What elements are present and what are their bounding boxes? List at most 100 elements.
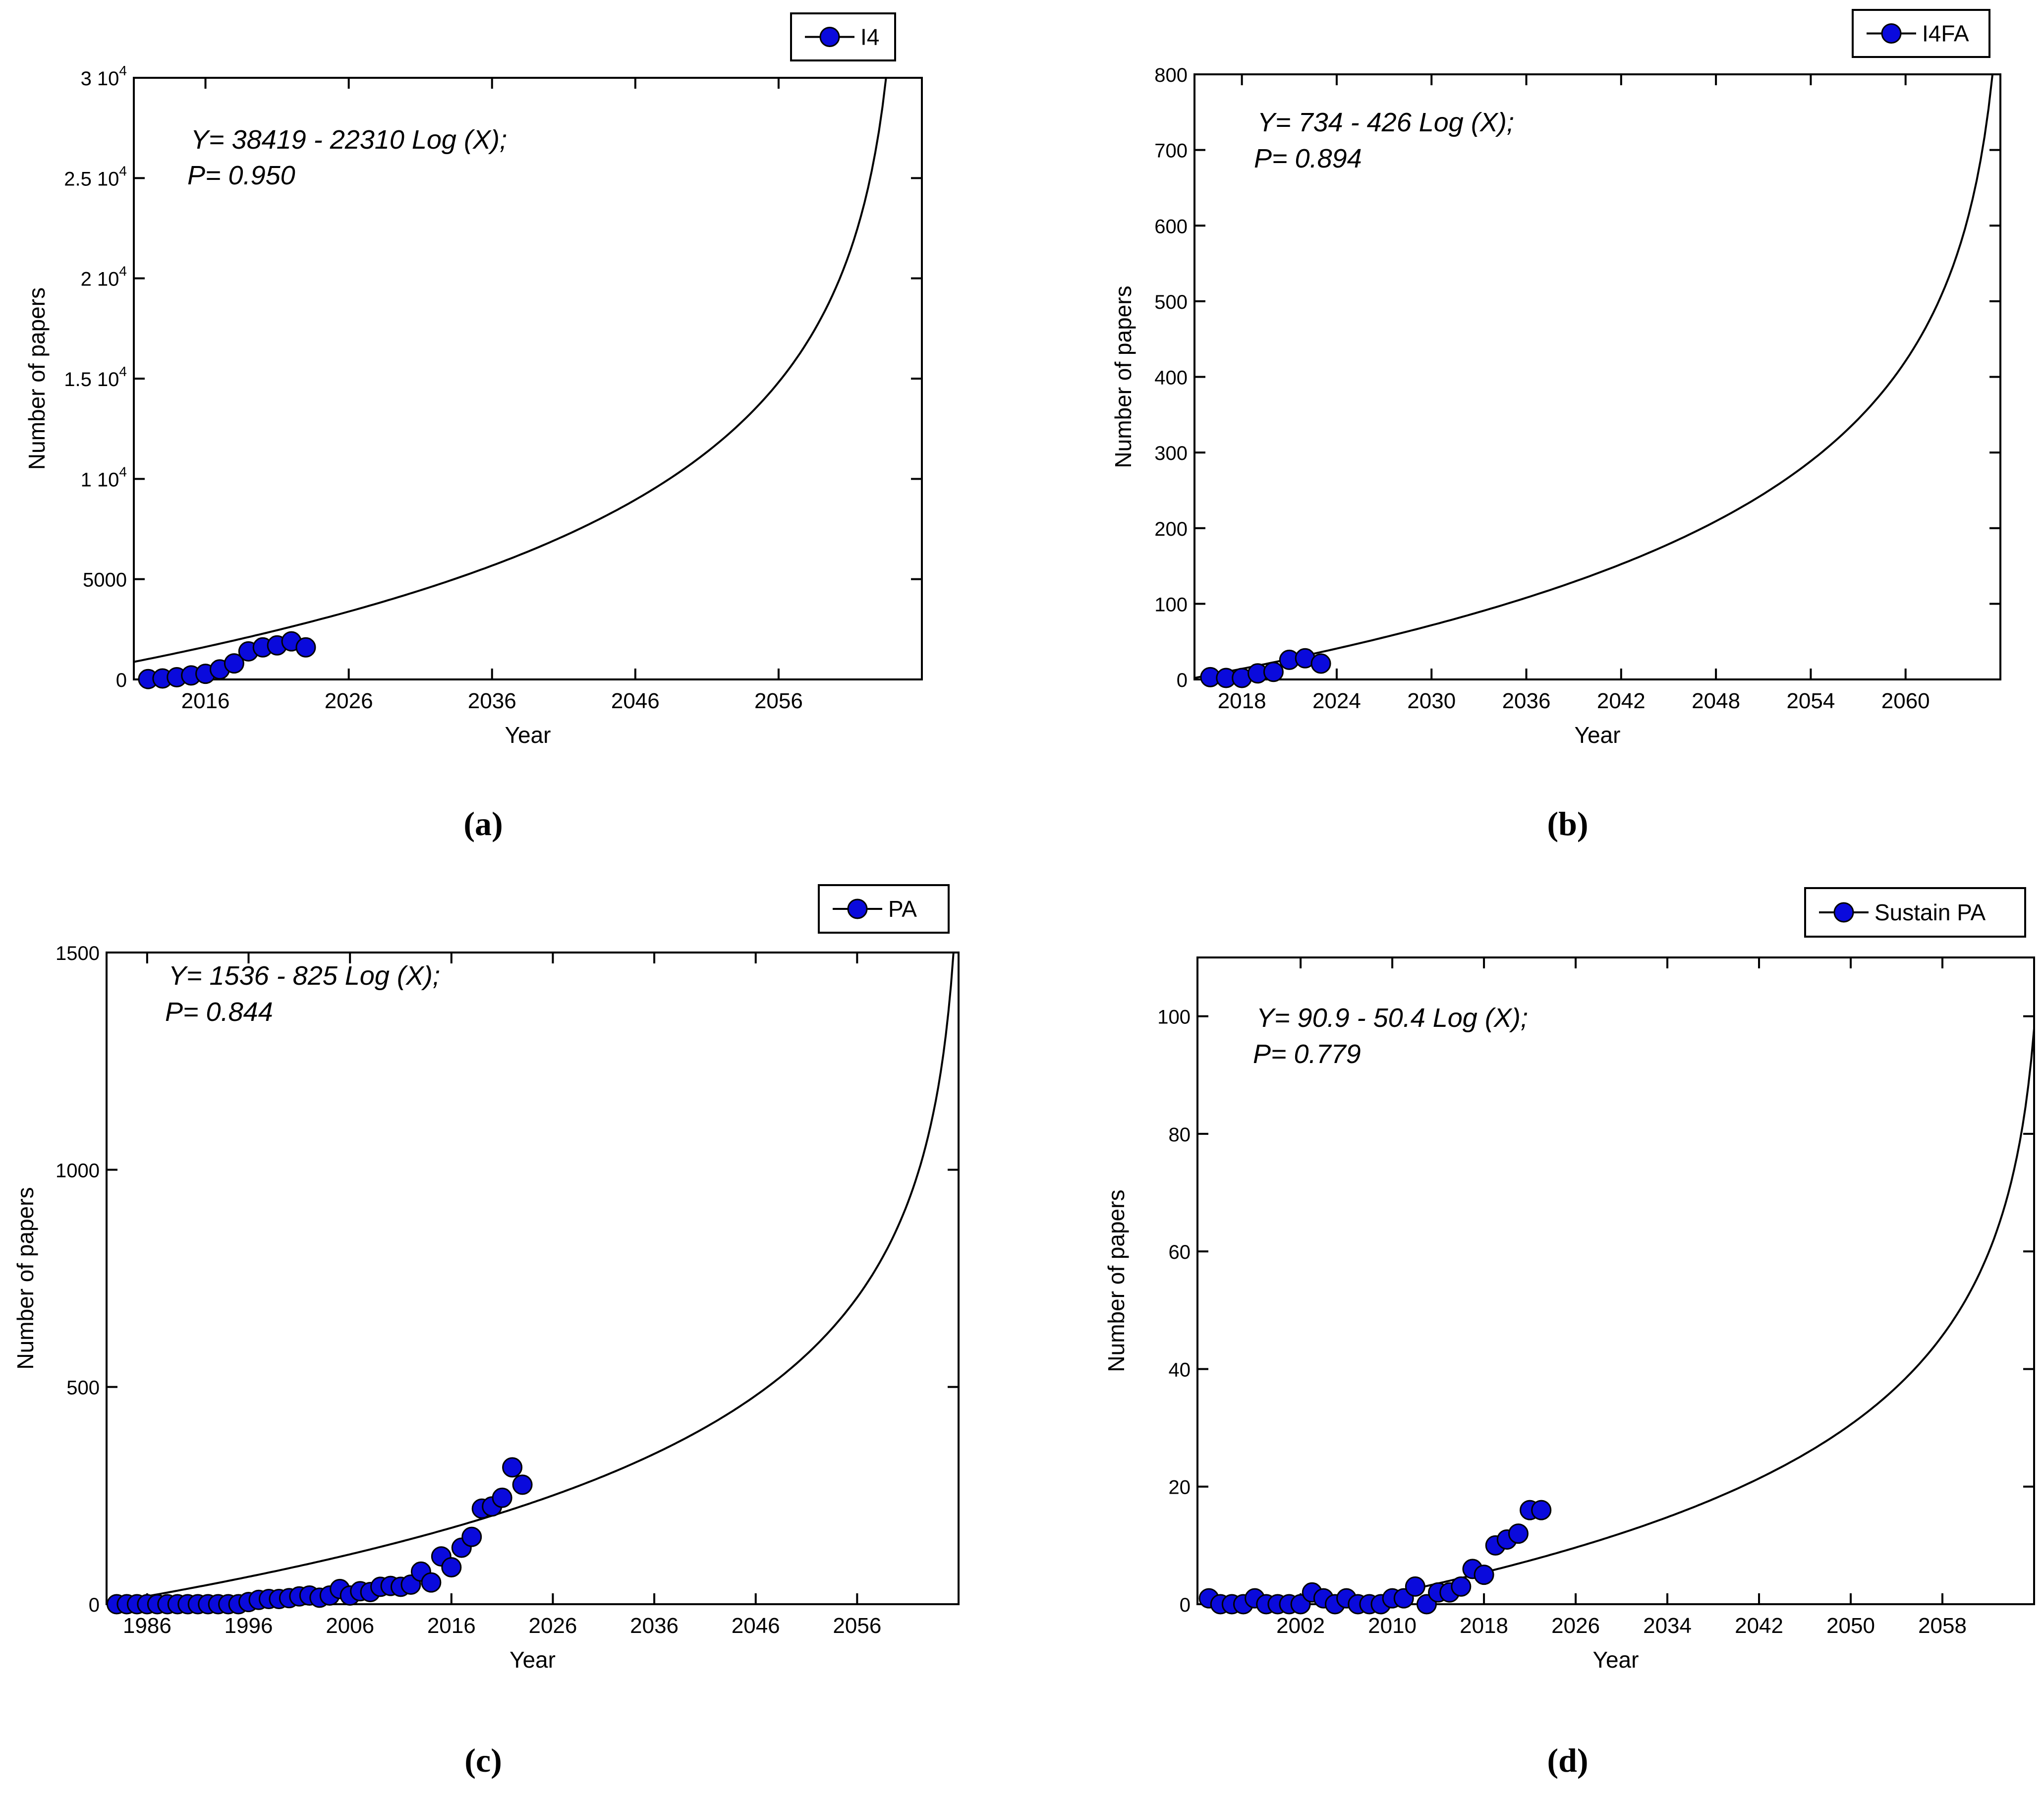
- data-point: [492, 1487, 512, 1508]
- y-tick-base: 700: [1154, 140, 1188, 162]
- x-tick-label: 2056: [833, 1614, 881, 1638]
- y-tick-label: 3 104: [81, 63, 127, 90]
- plot-frame: [106, 952, 960, 1605]
- x-axis-label: Year: [1593, 1647, 1639, 1673]
- y-tick-base: 400: [1154, 367, 1188, 389]
- x-tick-label: 2054: [1786, 689, 1835, 713]
- y-tick-base: 1 10: [81, 469, 119, 491]
- y-tick-base: 1500: [56, 943, 100, 964]
- x-tick-label: 2010: [1368, 1614, 1417, 1638]
- data-point: [461, 1526, 482, 1547]
- fit-curve: [107, 953, 955, 1604]
- panel-label: (c): [464, 1741, 502, 1779]
- y-tick-exponent: 4: [119, 364, 127, 379]
- y-tick-label: 100: [1157, 1007, 1191, 1028]
- x-tick-label: 2024: [1312, 689, 1361, 713]
- y-tick-label: 1 104: [81, 464, 127, 491]
- y-tick-base: 60: [1169, 1241, 1191, 1263]
- data-point: [1263, 662, 1284, 682]
- plot-frame: [1196, 956, 2035, 1605]
- y-tick-base: 3 10: [81, 68, 119, 90]
- x-tick-label: 2026: [1551, 1614, 1600, 1638]
- y-tick-base: 100: [1157, 1007, 1191, 1028]
- x-tick-label: 2026: [325, 689, 373, 713]
- fit-equation: Y= 734 - 426 Log (X);: [1257, 108, 1514, 137]
- y-axis-label: Number of papers: [12, 1187, 38, 1369]
- fit-curve: [1340, 1028, 2034, 1604]
- legend-marker: [1881, 23, 1902, 44]
- x-tick-label: 2036: [630, 1614, 679, 1638]
- x-tick-label: 1986: [123, 1614, 171, 1638]
- panel-label: (b): [1547, 805, 1588, 842]
- fit-p-value: P= 0.950: [187, 161, 295, 190]
- x-tick-label: 2042: [1597, 689, 1646, 713]
- x-tick-label: 2016: [427, 1614, 476, 1638]
- y-tick-label: 0: [116, 670, 127, 691]
- y-tick-label: 0: [89, 1594, 100, 1616]
- y-tick-base: 0: [1180, 1594, 1191, 1616]
- chart-panel-d: 2002 2010 2018 2026 2034 2042 2050 2058 0 20 40 60 8…: [1103, 887, 2035, 1779]
- x-tick-label: 2056: [754, 689, 803, 713]
- y-tick-base: 600: [1154, 216, 1188, 237]
- y-tick-exponent: 4: [119, 464, 127, 479]
- y-tick-base: 1000: [56, 1160, 100, 1181]
- data-point: [1451, 1576, 1472, 1597]
- x-tick-label: 2002: [1276, 1614, 1325, 1638]
- y-tick-base: 40: [1169, 1359, 1191, 1381]
- y-tick-label: 600: [1154, 216, 1188, 237]
- legend-marker: [847, 898, 868, 919]
- y-tick-base: 5000: [83, 569, 127, 591]
- y-tick-label: 800: [1154, 64, 1188, 86]
- y-tick-label: 60: [1169, 1241, 1191, 1263]
- y-tick-label: 40: [1169, 1359, 1191, 1381]
- legend-label: Sustain PA: [1874, 899, 1986, 925]
- fit-curve: [134, 78, 887, 663]
- y-tick-base: 2.5 10: [64, 168, 119, 190]
- data-point: [1310, 653, 1331, 674]
- x-tick-label: 2018: [1460, 1614, 1508, 1638]
- x-axis-label: Year: [510, 1647, 556, 1673]
- y-tick-exponent: 4: [119, 264, 127, 279]
- data-point: [224, 653, 244, 674]
- fit-p-value: P= 0.894: [1254, 144, 1362, 173]
- legend: I4: [790, 12, 896, 61]
- y-tick-base: 800: [1154, 64, 1188, 86]
- data-point: [441, 1557, 462, 1577]
- x-tick-label: 2036: [468, 689, 516, 713]
- x-tick-label: 2058: [1918, 1614, 1967, 1638]
- data-point: [1508, 1523, 1529, 1544]
- x-axis-label: Year: [505, 722, 551, 748]
- legend: Sustain PA: [1804, 887, 2026, 938]
- y-tick-base: 200: [1154, 518, 1188, 540]
- y-tick-base: 20: [1169, 1477, 1191, 1499]
- y-tick-base: 500: [1154, 291, 1188, 313]
- y-tick-label: 700: [1154, 140, 1188, 162]
- y-tick-exponent: 4: [119, 163, 127, 178]
- data-point: [1531, 1500, 1552, 1520]
- y-tick-base: 80: [1169, 1124, 1191, 1146]
- data-point: [421, 1572, 442, 1593]
- y-tick-label: 500: [66, 1377, 100, 1399]
- x-tick-label: 2030: [1407, 689, 1456, 713]
- x-tick-label: 2046: [611, 689, 660, 713]
- y-tick-label: 400: [1154, 367, 1188, 389]
- y-tick-label: 0: [1180, 1594, 1191, 1616]
- y-tick-base: 300: [1154, 443, 1188, 464]
- x-axis-label: Year: [1575, 722, 1621, 748]
- y-tick-label: 2 104: [81, 264, 127, 290]
- x-tick-label: 1996: [225, 1614, 273, 1638]
- y-tick-base: 0: [116, 670, 127, 691]
- x-tick-label: 2036: [1502, 689, 1551, 713]
- y-tick-base: 2 10: [81, 269, 119, 290]
- y-tick-label: 100: [1154, 594, 1188, 616]
- y-axis-label: Number of papers: [24, 287, 50, 470]
- data-point: [1405, 1576, 1425, 1597]
- legend: I4FA: [1852, 9, 1990, 58]
- fit-equation: Y= 90.9 - 50.4 Log (X);: [1256, 1003, 1528, 1033]
- y-tick-label: 1.5 104: [64, 364, 127, 391]
- fit-equation: Y= 1536 - 825 Log (X);: [169, 961, 440, 991]
- y-tick-label: 2.5 104: [64, 163, 127, 190]
- data-point: [295, 637, 316, 658]
- y-tick-label: 500: [1154, 291, 1188, 313]
